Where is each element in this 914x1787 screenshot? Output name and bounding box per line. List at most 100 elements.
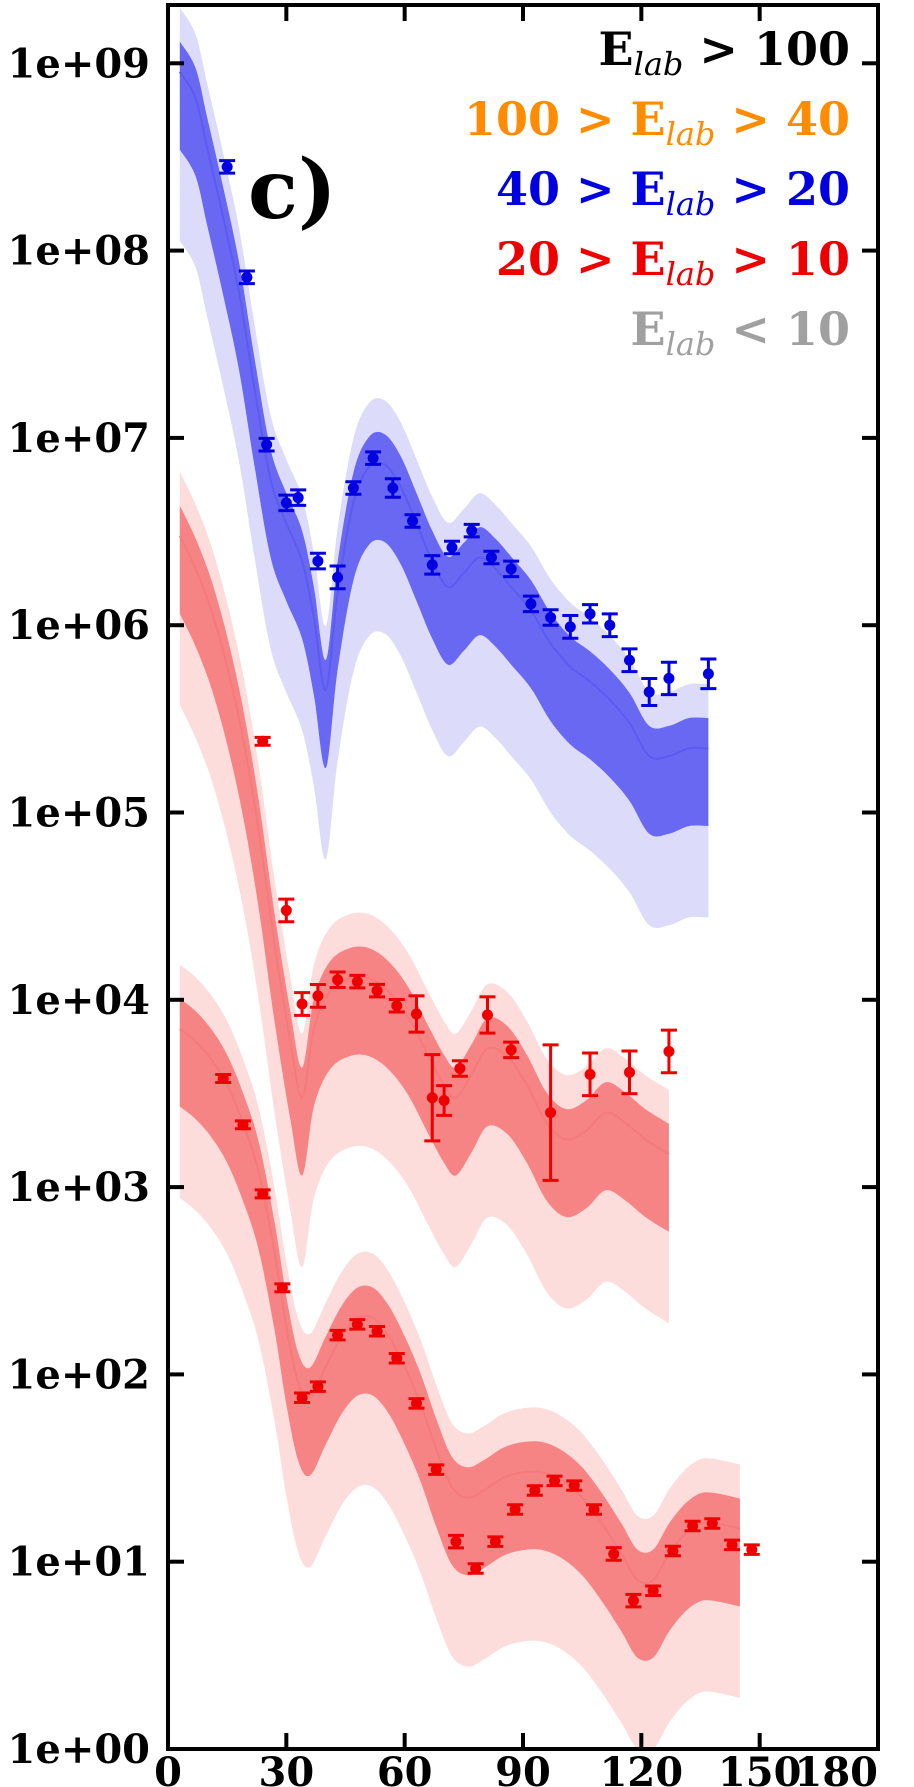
data-marker xyxy=(411,1008,422,1020)
data-marker xyxy=(426,559,438,571)
data-marker xyxy=(466,525,478,537)
data-point-series-2-20 xyxy=(605,1546,622,1562)
legend-entry: Elab > 100 xyxy=(599,22,850,83)
data-point-series-1-6 xyxy=(369,982,386,999)
data-marker xyxy=(257,735,269,747)
data-point-series-1-11 xyxy=(451,1059,468,1078)
y-tick-label: 1e+06 xyxy=(8,602,150,649)
data-point-series-0-12 xyxy=(444,539,460,556)
legend-suffix: > 10 xyxy=(715,232,850,286)
data-marker xyxy=(280,497,292,509)
data-point-series-2-10 xyxy=(408,1397,425,1410)
data-marker xyxy=(604,619,616,631)
data-marker xyxy=(525,598,537,610)
data-marker xyxy=(509,1503,521,1515)
data-point-series-2-21 xyxy=(625,1592,642,1609)
data-marker xyxy=(351,1318,363,1330)
data-marker xyxy=(482,1009,493,1021)
data-marker xyxy=(351,976,363,988)
data-marker xyxy=(588,1503,600,1515)
y-tick-label: 1e+01 xyxy=(8,1539,150,1586)
data-point-series-2-25 xyxy=(704,1517,721,1530)
y-tick-label: 1e+05 xyxy=(8,790,150,837)
data-marker xyxy=(746,1544,758,1556)
data-point-series-1-17 xyxy=(660,1028,677,1075)
y-tick-label: 1e+08 xyxy=(8,228,150,275)
data-point-series-0-15 xyxy=(503,559,520,579)
data-point-series-0-9 xyxy=(384,477,401,499)
legend-prefix: 20 > xyxy=(496,232,631,286)
data-point-series-2-22 xyxy=(645,1584,662,1597)
data-point-series-2-1 xyxy=(234,1119,251,1131)
data-marker xyxy=(564,621,576,633)
data-point-series-1-14 xyxy=(542,1043,559,1182)
legend-subscript: lab xyxy=(666,185,716,223)
data-marker xyxy=(438,1094,450,1106)
data-point-series-2-5 xyxy=(309,1380,326,1393)
data-point-series-2-16 xyxy=(526,1484,543,1497)
data-marker xyxy=(367,452,379,464)
data-point-series-2-27 xyxy=(743,1543,760,1556)
data-marker xyxy=(624,654,635,666)
data-marker xyxy=(485,551,497,563)
data-marker xyxy=(217,1073,229,1085)
data-marker xyxy=(257,1188,269,1200)
data-marker xyxy=(312,990,324,1002)
band-inner-series-1 xyxy=(179,505,669,1232)
data-marker xyxy=(706,1517,718,1529)
legend-suffix: > 40 xyxy=(715,92,850,146)
data-marker xyxy=(663,672,675,684)
data-point-series-0-24 xyxy=(700,657,717,691)
data-point-series-0-14 xyxy=(483,549,500,566)
data-marker xyxy=(663,1045,675,1057)
data-marker xyxy=(332,974,344,986)
data-point-series-2-17 xyxy=(546,1474,563,1488)
data-marker xyxy=(450,1536,462,1548)
legend-entry: Elab < 10 xyxy=(631,302,850,363)
data-marker xyxy=(332,1329,344,1341)
data-marker xyxy=(261,439,273,451)
data-marker xyxy=(624,1066,635,1078)
data-marker xyxy=(312,555,324,567)
data-marker xyxy=(584,608,596,620)
data-point-series-0-7 xyxy=(345,480,362,496)
legend-subscript: lab xyxy=(634,45,684,83)
legend-symbol: E xyxy=(631,92,666,146)
legend-suffix: > 100 xyxy=(683,22,850,76)
legend-symbol: E xyxy=(631,232,666,286)
data-point-series-0-23 xyxy=(660,660,677,697)
data-marker xyxy=(505,1044,517,1056)
data-point-series-2-6 xyxy=(329,1328,346,1342)
data-marker xyxy=(687,1520,699,1532)
data-point-series-0-0 xyxy=(219,159,236,175)
legend-symbol: E xyxy=(631,162,666,216)
legend-subscript: lab xyxy=(666,115,716,153)
data-marker xyxy=(292,492,304,504)
data-point-series-2-24 xyxy=(684,1519,701,1533)
data-marker xyxy=(446,541,458,553)
panel-label: c) xyxy=(248,142,337,238)
data-marker xyxy=(347,482,359,494)
data-point-series-1-10 xyxy=(436,1084,453,1117)
x-tick-label: 150 xyxy=(718,1749,802,1787)
data-marker xyxy=(545,611,557,623)
data-point-series-0-11 xyxy=(424,554,441,576)
data-marker xyxy=(312,1381,324,1393)
data-point-series-1-2 xyxy=(294,991,311,1017)
data-marker xyxy=(505,563,517,575)
legend-entry: 20 > Elab > 10 xyxy=(496,232,850,293)
data-point-series-0-1 xyxy=(238,269,255,286)
data-point-series-1-15 xyxy=(582,1051,599,1098)
data-point-series-0-16 xyxy=(522,594,539,614)
data-point-series-1-12 xyxy=(479,995,496,1035)
data-marker xyxy=(371,985,383,997)
data-marker xyxy=(430,1464,442,1476)
x-tick-label: 90 xyxy=(495,1749,551,1787)
legend-symbol: E xyxy=(631,302,666,356)
data-point-series-2-9 xyxy=(388,1351,405,1365)
legend-prefix: 100 > xyxy=(464,92,631,146)
data-marker xyxy=(426,1092,438,1104)
band-inner-series-0 xyxy=(179,41,709,837)
data-marker xyxy=(608,1548,620,1560)
x-tick-label: 0 xyxy=(154,1749,182,1787)
